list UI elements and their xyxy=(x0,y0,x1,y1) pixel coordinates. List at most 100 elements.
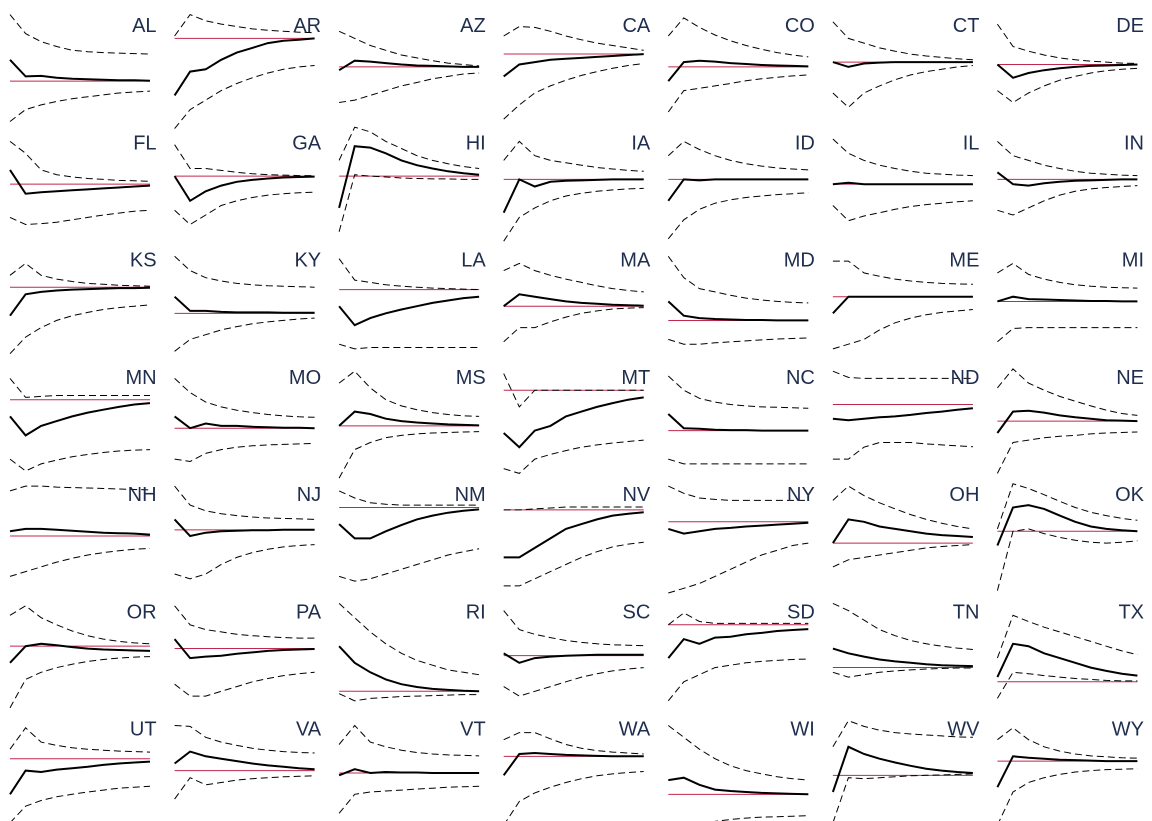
upper-band-line xyxy=(667,375,809,409)
panel-nd: ND xyxy=(832,367,979,460)
upper-band-line xyxy=(338,30,480,67)
panel-fl: FL xyxy=(9,132,157,226)
upper-band-line xyxy=(667,140,809,171)
panel-label: RI xyxy=(466,601,486,623)
upper-band-line xyxy=(503,140,644,172)
panel-mt: MT xyxy=(503,367,650,474)
lower-band-line xyxy=(996,431,1138,474)
response-line xyxy=(338,410,480,427)
upper-band-line xyxy=(832,602,973,650)
lower-band-line xyxy=(174,544,315,580)
panel-label: IL xyxy=(963,132,980,154)
lower-band-line xyxy=(174,65,315,129)
panel-tx: TX xyxy=(996,601,1144,699)
response-line xyxy=(996,63,1138,79)
panel-nh: NH xyxy=(9,484,157,577)
panel-ny: NY xyxy=(668,484,815,594)
panel-az: AZ xyxy=(338,15,486,103)
response-line xyxy=(502,178,644,214)
response-line xyxy=(996,642,1138,678)
panel-label: IA xyxy=(631,132,651,154)
upper-band-line xyxy=(832,720,973,748)
lower-band-line xyxy=(996,528,1138,591)
panel-label: AZ xyxy=(460,15,486,37)
upper-band-line xyxy=(174,485,315,520)
upper-band-line xyxy=(503,610,644,647)
response-line xyxy=(831,745,973,793)
panel-nc: NC xyxy=(667,367,815,465)
response-line xyxy=(338,768,480,777)
panel-label: NM xyxy=(455,484,486,506)
panel-label: VT xyxy=(460,719,486,741)
panel-label: NE xyxy=(1116,367,1144,389)
lower-band-line xyxy=(503,307,644,343)
upper-band-line xyxy=(832,21,973,61)
panel-label: TN xyxy=(953,601,980,623)
lower-band-line xyxy=(997,67,1138,104)
lower-band-line xyxy=(503,63,644,120)
panel-ga: GA xyxy=(173,132,322,226)
lower-band-line xyxy=(996,671,1138,699)
lower-band-line xyxy=(832,309,973,350)
response-line xyxy=(9,402,151,437)
panel-ia: IA xyxy=(502,132,651,242)
upper-band-line xyxy=(338,258,480,291)
lower-band-line xyxy=(503,187,644,242)
lower-band-line xyxy=(174,317,315,352)
response-line xyxy=(996,171,1138,187)
upper-band-line xyxy=(9,141,151,182)
panel-nj: NJ xyxy=(173,484,321,580)
panel-label: NV xyxy=(622,484,650,506)
upper-band-line xyxy=(997,262,1138,289)
lower-band-line xyxy=(9,547,151,577)
lower-band-line xyxy=(714,815,809,821)
panel-nv: NV xyxy=(503,484,651,587)
panel-label: AR xyxy=(293,15,321,37)
response-line xyxy=(996,409,1138,434)
response-line xyxy=(173,415,315,430)
panel-wi: WI xyxy=(667,719,815,821)
lower-band-line xyxy=(998,768,1138,821)
panel-label: ME xyxy=(949,250,979,272)
panel-label: MD xyxy=(784,250,815,272)
panel-label: CT xyxy=(953,15,980,37)
lower-band-line xyxy=(9,90,151,122)
panel-label: TX xyxy=(1118,601,1144,623)
upper-band-line xyxy=(996,614,1138,659)
lower-band-line xyxy=(9,449,151,472)
response-line xyxy=(338,145,480,209)
panel-hi: HI xyxy=(338,126,486,232)
upper-band-line xyxy=(9,485,151,492)
panel-ks: KS xyxy=(9,250,157,355)
panel-label: PA xyxy=(296,601,322,623)
panel-label: IN xyxy=(1124,132,1144,154)
response-line xyxy=(173,750,315,771)
panel-label: MA xyxy=(620,250,651,272)
response-line xyxy=(338,508,480,540)
lower-band-line xyxy=(832,200,973,222)
response-line xyxy=(338,295,480,327)
lower-band-line xyxy=(668,458,809,465)
lower-band-line xyxy=(11,785,151,821)
upper-band-line xyxy=(9,378,150,398)
upper-band-line xyxy=(503,25,644,51)
panel-mn: MN xyxy=(9,367,157,472)
panel-mo: MO xyxy=(173,367,321,463)
upper-band-line xyxy=(174,255,315,288)
response-line xyxy=(667,300,809,322)
response-line xyxy=(9,527,151,536)
lower-band-line xyxy=(832,65,973,108)
panel-label: VA xyxy=(296,719,322,741)
upper-band-line xyxy=(9,605,151,645)
lower-band-line xyxy=(668,337,809,345)
lower-band-line xyxy=(9,656,151,709)
lower-band-line xyxy=(338,343,480,350)
lower-band-line xyxy=(668,542,809,594)
upper-band-line xyxy=(668,485,809,501)
panel-ut: UT xyxy=(9,719,157,821)
panel-label: LA xyxy=(461,250,486,272)
panel-ms: MS xyxy=(338,367,486,479)
panel-or: OR xyxy=(9,601,157,709)
panel-wv: WV xyxy=(831,719,980,821)
panel-label: OH xyxy=(949,484,979,506)
